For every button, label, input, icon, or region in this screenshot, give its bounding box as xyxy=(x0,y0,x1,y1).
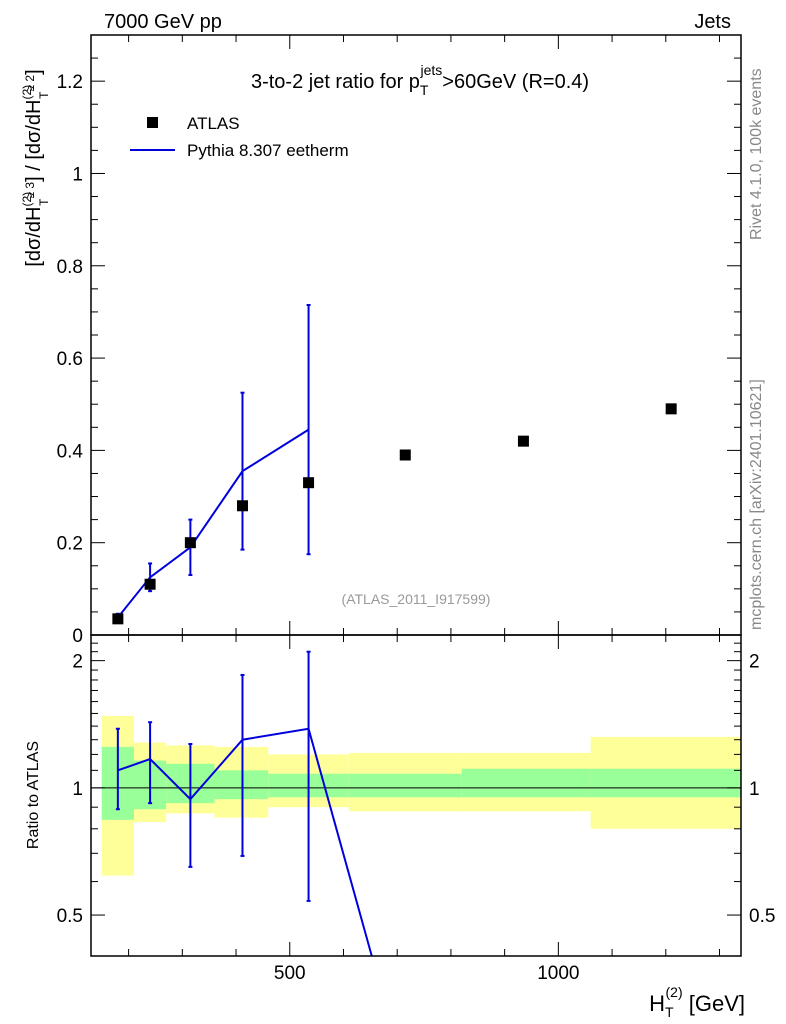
main-ytick-label: 0.6 xyxy=(57,349,83,370)
main-ytick-label: 0 xyxy=(72,626,83,647)
legend-atlas-marker xyxy=(147,117,158,128)
main-ytick-label: 1.2 xyxy=(57,72,83,93)
data-series xyxy=(112,403,677,625)
x-axis-label: HT(2) [GeV] xyxy=(649,984,745,1020)
ratio-ytick-label-right: 1 xyxy=(749,779,760,800)
ratio-ticks xyxy=(91,635,741,956)
main-ticks xyxy=(91,35,741,636)
main-ytick-label: 0.4 xyxy=(57,441,84,462)
data-point xyxy=(517,435,529,447)
chart-title: 3-to-2 jet ratio for pTjets>60GeV (R=0.4… xyxy=(251,62,589,98)
legend: ATLAS Pythia 8.307 eetherm xyxy=(130,114,349,160)
ratio-ylabel: Ratio to ATLAS xyxy=(25,741,42,849)
ratio-mc-line xyxy=(117,727,373,957)
data-point xyxy=(112,613,124,625)
header-left: 7000 GeV pp xyxy=(104,11,222,33)
data-point xyxy=(184,537,196,549)
legend-mc-label: Pythia 8.307 eetherm xyxy=(187,141,349,160)
ratio-ytick-label: 1 xyxy=(72,779,83,800)
ratio-band-inner xyxy=(348,773,462,798)
ratio-xtick-labels: 500 1000 xyxy=(274,963,580,984)
ratio-xtick-label: 500 xyxy=(274,963,306,984)
ratio-ytick-label: 0.5 xyxy=(57,906,83,927)
watermark: (ATLAS_2011_I917599) xyxy=(342,591,491,607)
legend-atlas-label: ATLAS xyxy=(187,114,240,133)
mc-series xyxy=(115,304,311,623)
ratio-mc-series xyxy=(115,650,373,957)
ratio-ytick-labels: 0.5 0.5 1 1 2 2 xyxy=(57,652,776,927)
data-point xyxy=(399,449,411,461)
data-point xyxy=(303,477,315,489)
ratio-bands xyxy=(101,715,741,876)
data-point xyxy=(144,578,156,590)
ratio-ytick-label-right: 2 xyxy=(749,652,760,673)
ratio-ytick-label: 2 xyxy=(72,652,83,673)
main-ytick-label: 0.8 xyxy=(57,257,83,278)
data-point xyxy=(236,500,248,512)
main-ylabel: [dσ/dH(2) T≥ 3] / [dσ/dH(2) T≥ 2] xyxy=(20,69,51,266)
rivet-label: Rivet 4.1.0, 100k events xyxy=(748,68,765,240)
ratio-band-inner xyxy=(590,768,741,798)
ratio-xtick-label: 1000 xyxy=(537,963,579,984)
ratio-frame xyxy=(90,634,742,957)
header-right: Jets xyxy=(694,11,731,33)
main-ytick-labels: 0 0.2 0.4 0.6 0.8 1 1.2 xyxy=(57,72,84,647)
ratio-panel: 0.5 0.5 1 1 2 2 500 1000 Ratio to ATLAS HT(2) … xyxy=(25,634,776,1020)
main-ytick-label: 0.2 xyxy=(57,534,83,555)
ratio-band-inner xyxy=(214,770,269,800)
mcplots-label: mcplots.cern.ch [arXiv:2401.10621] xyxy=(748,379,765,630)
data-point xyxy=(665,403,677,415)
ratio-ytick-label-right: 0.5 xyxy=(749,906,775,927)
main-ytick-label: 1 xyxy=(72,164,83,185)
ratio-band-inner xyxy=(461,768,591,798)
main-panel: 0 0.2 0.4 0.6 0.8 1 1.2 3-to-2 jet ratio for p… xyxy=(20,34,742,647)
